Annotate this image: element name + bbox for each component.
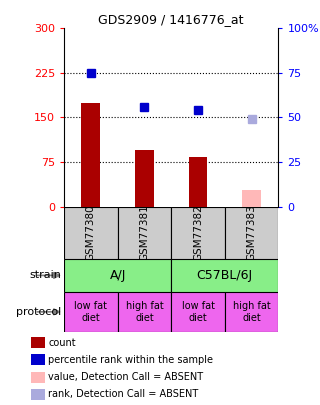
Text: low fat
diet: low fat diet <box>74 301 107 323</box>
Text: percentile rank within the sample: percentile rank within the sample <box>48 355 213 365</box>
Bar <box>118 292 171 332</box>
Bar <box>64 292 118 332</box>
Bar <box>225 207 278 259</box>
Text: value, Detection Call = ABSENT: value, Detection Call = ABSENT <box>48 372 204 382</box>
Text: rank, Detection Call = ABSENT: rank, Detection Call = ABSENT <box>48 389 199 399</box>
Text: count: count <box>48 338 76 348</box>
Bar <box>81 102 100 207</box>
Text: low fat
diet: low fat diet <box>181 301 214 323</box>
Text: GSM77383: GSM77383 <box>247 205 257 261</box>
Text: high fat
diet: high fat diet <box>125 301 163 323</box>
Text: protocol: protocol <box>16 307 61 317</box>
Text: high fat
diet: high fat diet <box>233 301 270 323</box>
Text: GSM77380: GSM77380 <box>86 205 96 261</box>
Bar <box>188 157 207 207</box>
Bar <box>135 150 154 207</box>
Text: GSM77381: GSM77381 <box>140 205 149 261</box>
Bar <box>31 337 44 348</box>
Bar <box>242 190 261 207</box>
Title: GDS2909 / 1416776_at: GDS2909 / 1416776_at <box>99 13 244 26</box>
Bar <box>171 292 225 332</box>
Bar <box>31 372 44 383</box>
Bar <box>171 259 278 292</box>
Text: GSM77382: GSM77382 <box>193 205 203 261</box>
Text: C57BL/6J: C57BL/6J <box>197 269 253 282</box>
Text: A/J: A/J <box>109 269 126 282</box>
Bar <box>31 389 44 400</box>
Bar <box>225 292 278 332</box>
Text: strain: strain <box>29 271 61 280</box>
Bar <box>171 207 225 259</box>
Bar <box>118 207 171 259</box>
Bar <box>64 207 118 259</box>
Bar <box>64 259 171 292</box>
Bar <box>31 354 44 365</box>
